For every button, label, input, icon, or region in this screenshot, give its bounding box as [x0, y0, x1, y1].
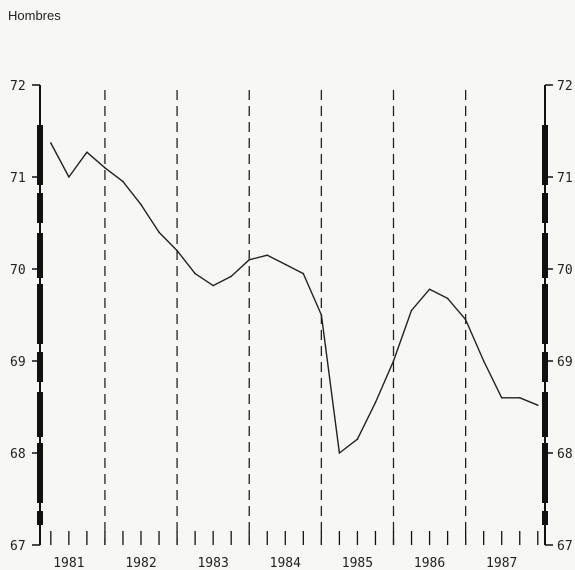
x-tick-label: 1985	[342, 556, 373, 570]
x-tick-label: 1987	[486, 556, 517, 570]
data-point	[302, 272, 305, 275]
data-point	[446, 297, 449, 300]
data-point	[284, 263, 287, 266]
x-tick-label: 1984	[270, 556, 301, 570]
y-tick-label-right: 68	[557, 447, 573, 462]
data-point	[212, 284, 214, 287]
data-point	[86, 151, 88, 153]
data-point	[392, 360, 395, 362]
data-point	[410, 309, 413, 312]
y-tick-label-right: 69	[557, 355, 573, 370]
data-point	[176, 249, 178, 252]
y-tick-label-right: 71	[557, 171, 573, 186]
x-tick-label: 1986	[414, 556, 445, 570]
data-point	[68, 176, 70, 178]
x-tick-label: 1981	[53, 556, 84, 570]
data-point	[428, 288, 431, 291]
data-point	[50, 142, 52, 144]
data-point	[536, 404, 539, 406]
y-tick-label-left: 71	[10, 171, 26, 186]
x-tick-label: 1982	[125, 556, 156, 570]
y-tick-label-right: 70	[557, 263, 573, 278]
y-tick-label-left: 68	[10, 447, 26, 462]
data-point	[140, 203, 142, 206]
data-point	[482, 360, 485, 362]
data-point	[320, 314, 323, 316]
series-line-0	[50, 142, 539, 454]
y-tick-label-right: 67	[557, 539, 573, 554]
y-tick-label-left: 69	[10, 355, 26, 370]
data-point	[500, 397, 503, 399]
data-point	[266, 254, 269, 256]
data-point	[374, 401, 377, 404]
y-tick-label-left: 72	[10, 79, 26, 94]
data-point	[158, 231, 160, 233]
y-tick-label-left: 70	[10, 263, 26, 278]
data-point	[248, 259, 251, 261]
data-point	[518, 397, 521, 399]
x-tick-label: 1983	[197, 556, 228, 570]
y-tick-label-right: 72	[557, 79, 573, 94]
data-point	[464, 318, 467, 321]
data-point	[194, 272, 196, 275]
data-point	[230, 275, 232, 278]
y-tick-label-left: 67	[10, 539, 26, 554]
data-point	[122, 180, 124, 183]
data-point	[356, 438, 359, 441]
data-point	[338, 452, 341, 454]
data-point	[104, 167, 106, 169]
chart-title: Hombres	[8, 8, 61, 23]
